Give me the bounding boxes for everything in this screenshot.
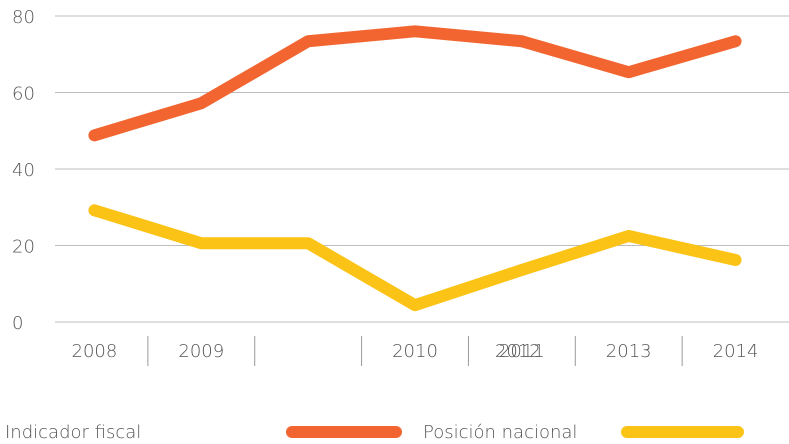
legend-label: Indicador fiscal xyxy=(5,422,141,443)
data-line xyxy=(88,25,742,142)
x-tick-label: 2008 xyxy=(72,341,118,362)
y-tick-label: 20 xyxy=(12,237,35,258)
y-tick-label: 60 xyxy=(12,84,35,105)
data-line xyxy=(88,204,742,312)
x-tick-label: 2013 xyxy=(606,341,652,362)
x-tick-label: 2011 xyxy=(499,341,545,362)
x-tick-label: 2014 xyxy=(713,341,759,362)
x-tick-label: 2012 xyxy=(495,341,541,362)
y-tick-label: 80 xyxy=(12,7,35,28)
y-tick-label: 40 xyxy=(12,160,35,181)
legend-label: Posición nacional xyxy=(423,422,577,443)
x-tick-label: 2009 xyxy=(178,341,224,362)
x-tick-label: 2010 xyxy=(392,341,438,362)
y-tick-label: 0 xyxy=(12,313,23,334)
